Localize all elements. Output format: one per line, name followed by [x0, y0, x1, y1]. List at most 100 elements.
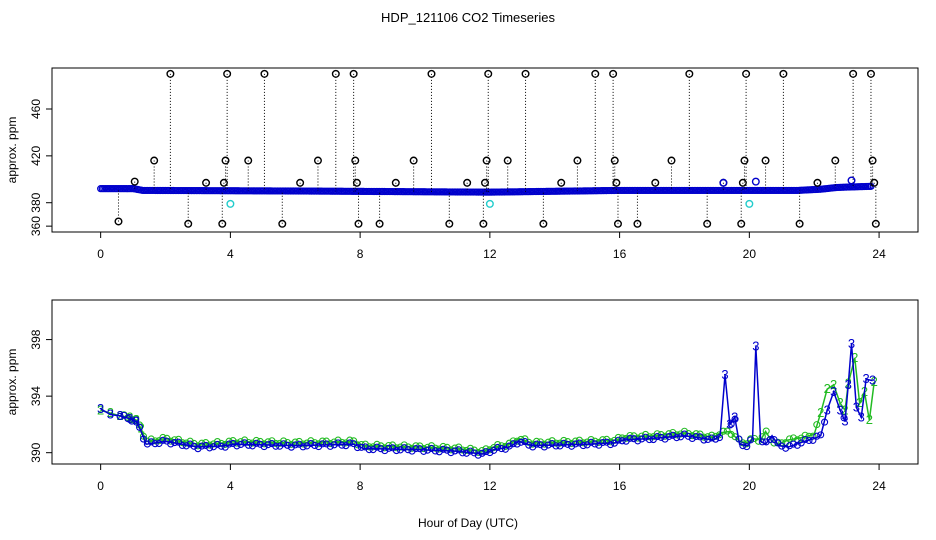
blue-series-marker: 3: [853, 399, 860, 414]
green-series-marker: 2: [133, 412, 140, 427]
blue-series-point: [770, 435, 778, 444]
blue-series-point: [579, 442, 587, 450]
outlier-point: [633, 219, 642, 228]
blue-series-point: [318, 440, 327, 448]
green-series-point: [727, 430, 735, 439]
green-series-point: [299, 440, 307, 448]
blue-point: [751, 177, 760, 186]
blue-series-point: [708, 434, 716, 442]
green-series-point: [700, 433, 708, 441]
blue-series-point: [213, 440, 221, 448]
outlier-point: [479, 219, 488, 228]
blue-series-point: [813, 432, 821, 440]
blue-series-marker: 3: [107, 407, 114, 422]
blue-series-point: [665, 433, 673, 441]
green-series-point: [307, 437, 315, 445]
outlier-point: [331, 69, 340, 78]
outlier-point: [351, 156, 360, 165]
blue-series-point: [330, 441, 338, 449]
green-series-point: [420, 445, 428, 453]
y-tick-label: 380: [29, 192, 43, 212]
green-series-point: [213, 438, 221, 446]
blue-series-point: [821, 418, 829, 426]
blue-series-point: [447, 449, 455, 457]
blue-series-point: [451, 447, 459, 455]
green-series-marker: 2: [107, 405, 114, 420]
blue-series-point: [571, 440, 580, 448]
blue-series-point: [116, 412, 124, 420]
x-tick-label: 24: [872, 247, 886, 261]
green-series-point: [762, 427, 770, 435]
green-series-point: [708, 431, 716, 439]
blue-series-point: [505, 442, 513, 450]
blue-series-point: [517, 438, 525, 446]
top-plot-frame: [51, 67, 919, 233]
blue-point: [847, 176, 856, 185]
blue-series-point: [385, 444, 393, 452]
green-series-point: [813, 421, 821, 429]
green-series-marker: 2: [830, 377, 837, 392]
blue-series-marker: 3: [869, 373, 876, 388]
outlier-point: [870, 178, 879, 187]
outlier-point: [651, 178, 660, 187]
green-series-point: [233, 439, 241, 447]
blue-series-point: [186, 440, 194, 448]
green-series-point: [206, 441, 214, 449]
blue-series-point: [182, 442, 190, 450]
x-tick-label: 0: [97, 479, 104, 493]
top-y-axis: 360 380 420 460: [29, 99, 52, 236]
outlier-point: [244, 156, 253, 165]
blue-series-point: [700, 436, 708, 444]
blue-series-point: [486, 449, 494, 457]
outlier-point: [737, 219, 746, 228]
outlier-point: [482, 156, 491, 165]
green-series-point: [587, 435, 595, 444]
green-series-point: [225, 437, 233, 445]
outlier-point: [609, 69, 618, 78]
green-series-point: [482, 445, 490, 453]
blue-series-point: [747, 436, 755, 444]
blue-series-marker: 3: [845, 377, 852, 392]
top-panel: 0 4 8 12 16 20 24 360 380 420 460 approx. ppm: [5, 67, 919, 261]
outlier-point: [685, 69, 694, 78]
outlier-point: [221, 156, 230, 165]
green-series-point: [466, 444, 474, 452]
blue-series-point: [634, 437, 642, 445]
x-tick-label: 20: [743, 247, 757, 261]
outlier-point: [868, 156, 877, 165]
blue-series-point: [606, 441, 615, 449]
blue-series-point: [789, 440, 798, 448]
blue-series-point: [299, 443, 307, 451]
outlier-point: [667, 156, 676, 165]
outlier-point: [742, 69, 751, 78]
blue-series-point: [817, 431, 825, 439]
blue-series-point: [552, 442, 560, 450]
green-series-point: [392, 444, 401, 452]
y-tick-label: 394: [29, 386, 43, 406]
blue-series-point: [439, 445, 447, 453]
top-x-axis: 0 4 8 12 16 20 24: [97, 232, 886, 261]
blue-series-point: [287, 443, 295, 451]
outlier-point: [557, 178, 566, 187]
green-series-point: [346, 436, 354, 444]
blue-series-point: [766, 435, 774, 444]
outlier-point: [184, 219, 193, 228]
blue-series-point: [614, 436, 622, 444]
blue-series-marker: 3: [848, 336, 855, 351]
outlier-point: [613, 219, 622, 228]
green-series-point: [606, 438, 615, 446]
outlier-point: [427, 69, 436, 78]
outlier-point: [871, 219, 880, 228]
green-series-point: [447, 446, 455, 454]
blue-series-point: [587, 438, 595, 446]
green-series-marker: 2: [138, 421, 145, 436]
y-tick-label: 390: [29, 442, 43, 462]
blue-series-point: [143, 440, 151, 448]
outlier-point: [223, 69, 232, 78]
blue-series-point: [778, 442, 786, 450]
bottom-x-axis: 0 4 8 12 16 20 24: [97, 464, 886, 493]
blue-series-point: [497, 445, 506, 453]
y-tick-label: 360: [29, 216, 43, 236]
